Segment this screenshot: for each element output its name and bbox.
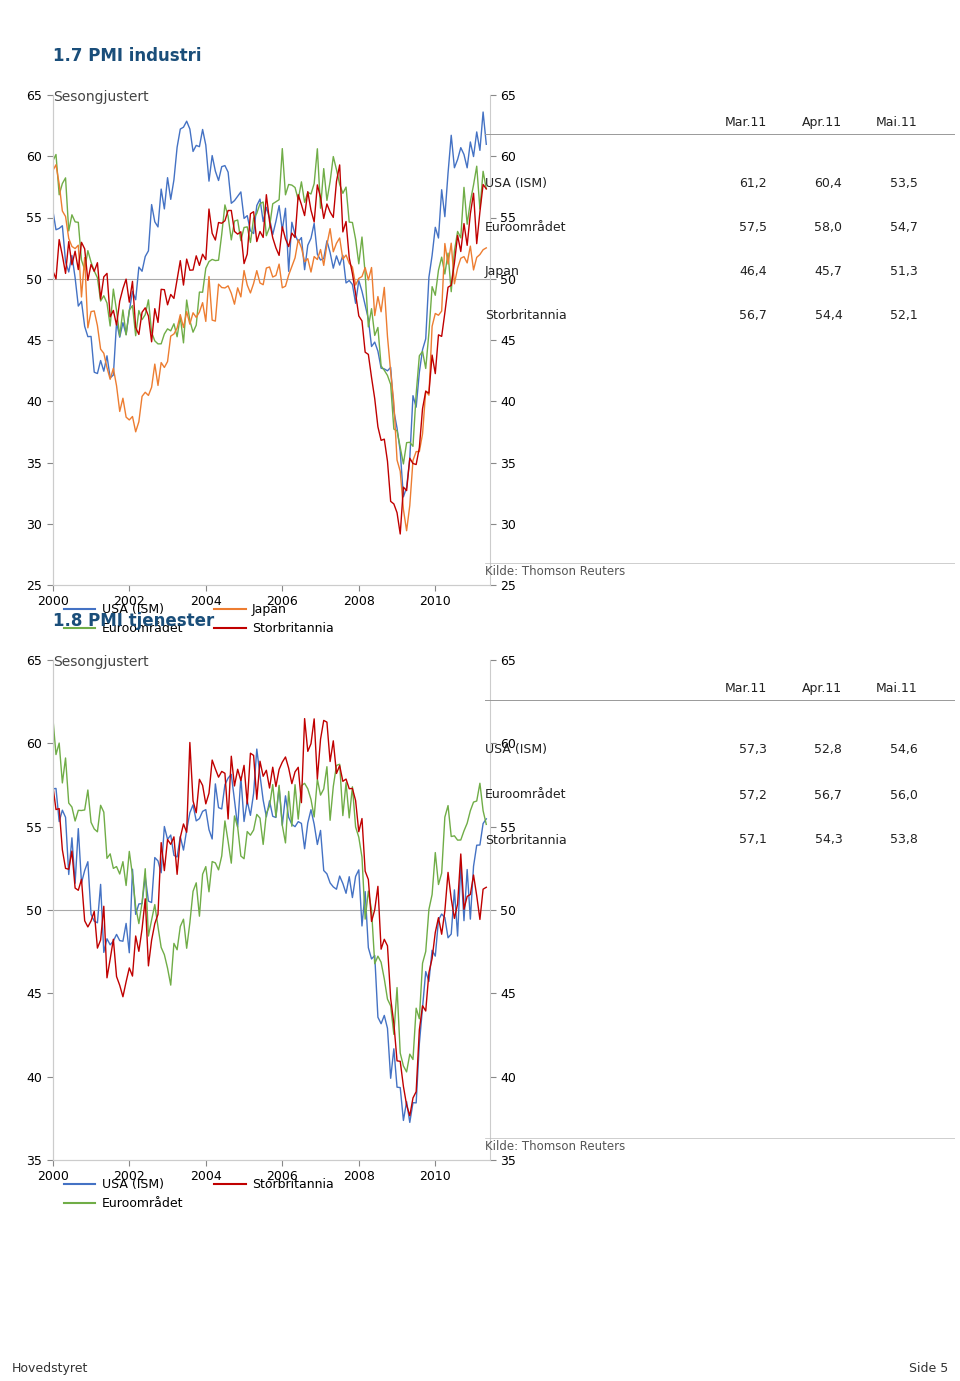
Text: Mar.11: Mar.11 [725, 682, 767, 695]
Text: Sesongjustert: Sesongjustert [53, 655, 149, 668]
Text: Kilde: Thomson Reuters: Kilde: Thomson Reuters [485, 565, 625, 577]
Text: 58,0: 58,0 [814, 221, 842, 233]
Text: Apr.11: Apr.11 [803, 116, 842, 130]
Text: Storbritannia: Storbritannia [485, 834, 566, 847]
Text: 54,7: 54,7 [890, 221, 918, 233]
Text: Kilde: Thomson Reuters: Kilde: Thomson Reuters [485, 1139, 625, 1153]
Text: 52,1: 52,1 [890, 309, 918, 322]
Text: 57,2: 57,2 [739, 789, 767, 801]
Text: 57,1: 57,1 [739, 834, 767, 847]
Text: 57,3: 57,3 [739, 743, 767, 757]
Text: Euroområdet: Euroområdet [485, 221, 566, 233]
Text: 56,0: 56,0 [890, 789, 918, 801]
Text: Storbritannia: Storbritannia [485, 309, 566, 322]
Text: 56,7: 56,7 [814, 789, 842, 801]
Text: USA (ISM): USA (ISM) [485, 743, 547, 757]
Text: USA (ISM): USA (ISM) [485, 177, 547, 189]
Text: Sesongjustert: Sesongjustert [53, 90, 149, 104]
Text: Side 5: Side 5 [909, 1362, 948, 1375]
Text: Mai.11: Mai.11 [876, 682, 918, 695]
Text: Euroområdet: Euroområdet [485, 789, 566, 801]
Text: 60,4: 60,4 [814, 177, 842, 189]
Legend: USA (ISM), Euroområdet, Japan, Storbritannia: USA (ISM), Euroområdet, Japan, Storbrita… [60, 598, 339, 641]
Text: 53,5: 53,5 [890, 177, 918, 189]
Text: 61,2: 61,2 [739, 177, 767, 189]
Text: Apr.11: Apr.11 [803, 682, 842, 695]
Text: 45,7: 45,7 [814, 265, 842, 278]
Text: 54,6: 54,6 [890, 743, 918, 757]
Text: 1.8 PMI tjenester: 1.8 PMI tjenester [53, 612, 214, 630]
Text: 57,5: 57,5 [739, 221, 767, 233]
Text: 53,8: 53,8 [890, 834, 918, 847]
Text: 1.7 PMI industri: 1.7 PMI industri [53, 47, 202, 65]
Text: Mar.11: Mar.11 [725, 116, 767, 130]
Legend: USA (ISM), Euroområdet, Storbritannia: USA (ISM), Euroområdet, Storbritannia [60, 1172, 339, 1215]
Text: 51,3: 51,3 [890, 265, 918, 278]
Text: 52,8: 52,8 [814, 743, 842, 757]
Text: 46,4: 46,4 [739, 265, 767, 278]
Text: 56,7: 56,7 [739, 309, 767, 322]
Text: Japan: Japan [485, 265, 519, 278]
Text: Mai.11: Mai.11 [876, 116, 918, 130]
Text: 1 Internasjonale størrelser: 1 Internasjonale størrelser [624, 19, 936, 44]
Text: Hovedstyret: Hovedstyret [12, 1362, 88, 1375]
Text: 54,4: 54,4 [814, 309, 842, 322]
Text: 54,3: 54,3 [814, 834, 842, 847]
